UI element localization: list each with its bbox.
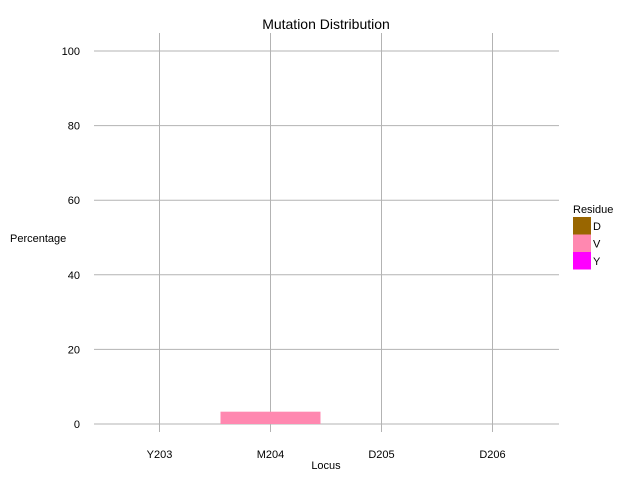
chart-title: Mutation Distribution bbox=[262, 16, 390, 32]
y-tick-label: 80 bbox=[68, 121, 80, 133]
y-tick-label: 0 bbox=[74, 419, 80, 431]
bar-M204-V bbox=[220, 411, 321, 424]
legend-label-V: V bbox=[593, 239, 601, 251]
y-axis-label: Percentage bbox=[10, 233, 66, 245]
y-tick-label: 20 bbox=[68, 344, 80, 356]
x-axis-label: Locus bbox=[311, 460, 341, 472]
legend: Residue DVY bbox=[573, 204, 613, 270]
legend-swatch-Y bbox=[573, 252, 591, 270]
x-tick-labels: Y203 M204 D205 D206 bbox=[147, 449, 506, 461]
legend-swatch-D bbox=[573, 217, 591, 235]
x-tick-label: D205 bbox=[368, 449, 394, 461]
x-tick-label: Y203 bbox=[147, 449, 173, 461]
legend-label-Y: Y bbox=[593, 256, 601, 268]
bars bbox=[220, 411, 321, 424]
y-tick-label: 60 bbox=[68, 195, 80, 207]
x-gridlines bbox=[159, 33, 493, 432]
y-tick-label: 100 bbox=[62, 46, 80, 58]
y-gridlines bbox=[94, 50, 559, 425]
legend-swatch-V bbox=[573, 234, 591, 252]
y-tick-label: 40 bbox=[68, 270, 80, 282]
x-tick-label: M204 bbox=[257, 449, 285, 461]
x-tick-label: D206 bbox=[479, 449, 505, 461]
y-tick-labels: 0 20 40 60 80 100 bbox=[62, 46, 80, 431]
legend-label-D: D bbox=[593, 221, 601, 233]
legend-title: Residue bbox=[573, 204, 613, 216]
